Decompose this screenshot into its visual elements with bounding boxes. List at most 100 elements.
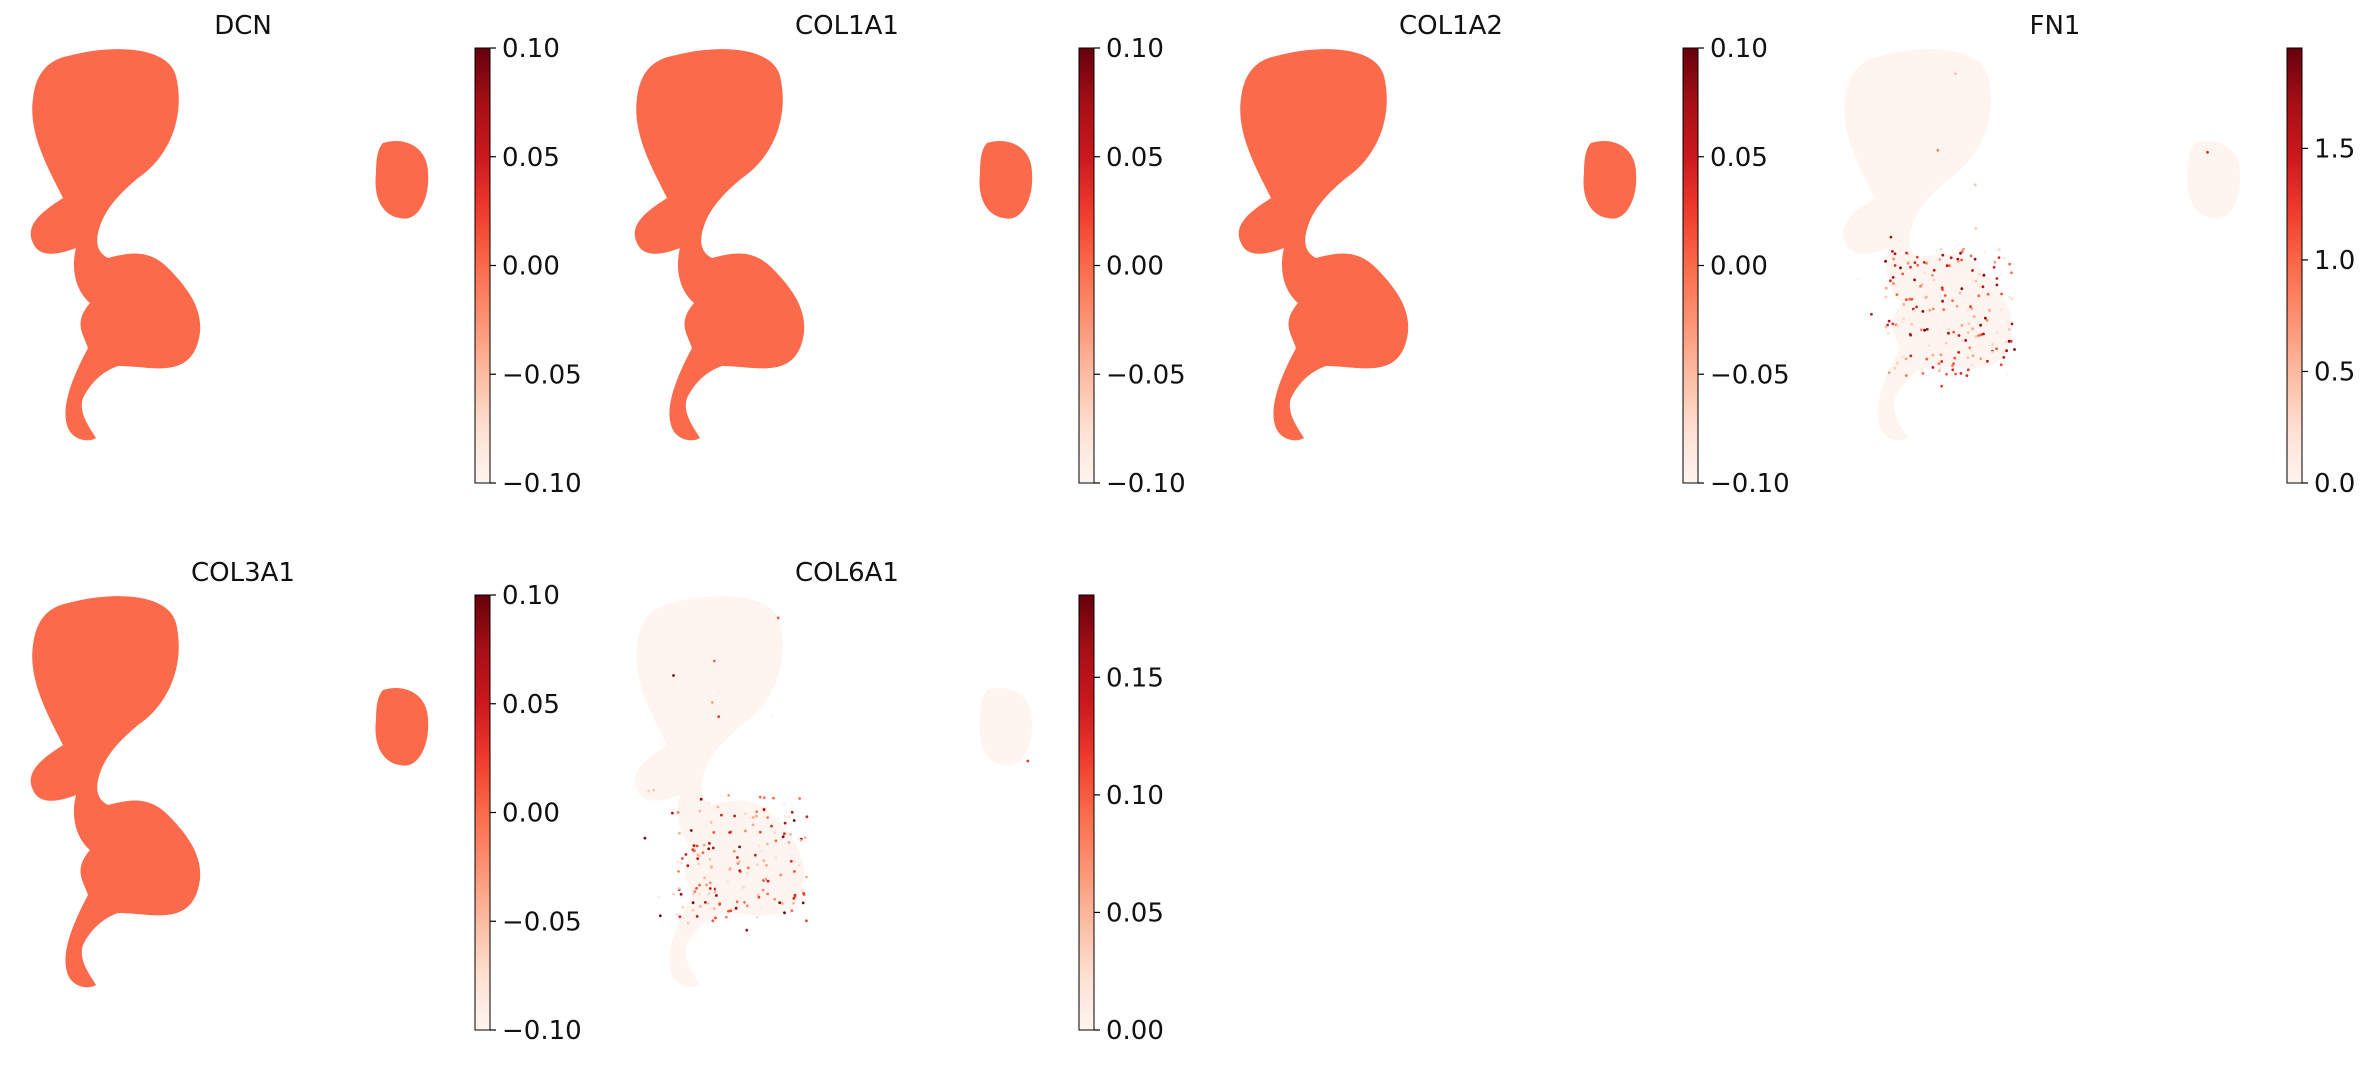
cell-point <box>733 814 736 818</box>
cell-point <box>720 807 723 811</box>
cell-point <box>1947 318 1951 322</box>
cell-point <box>1966 309 1970 312</box>
cell-point <box>762 825 766 829</box>
cell-point <box>699 904 702 908</box>
cell-point <box>783 911 786 915</box>
colorbar-tick-label: 0.10 <box>1106 34 1164 64</box>
cell-point <box>1986 359 1989 363</box>
cell-point <box>1913 347 1917 350</box>
cell-point <box>672 892 675 896</box>
cell-point <box>1975 334 1978 338</box>
cell-point <box>1909 354 1913 358</box>
cell-point <box>772 796 775 800</box>
cell-point <box>1901 272 1905 276</box>
cell-point <box>1923 328 1926 332</box>
cell-point <box>792 819 796 822</box>
cell-point <box>1940 360 1944 363</box>
cell-point <box>712 907 716 910</box>
cell-point <box>2000 292 2003 296</box>
cell-point <box>723 802 727 806</box>
cell-point <box>679 892 683 896</box>
cell-point <box>774 856 778 860</box>
cell-point <box>1995 347 1998 351</box>
cell-point <box>746 866 750 870</box>
cell-point <box>1884 259 1887 263</box>
cell-point <box>1922 261 1926 264</box>
cell-point <box>679 861 683 865</box>
cell-point <box>1951 364 1954 368</box>
cell-point <box>1887 319 1891 323</box>
cell-point <box>2010 271 2013 275</box>
cell-points <box>634 596 1033 988</box>
cell-point <box>753 853 757 857</box>
cell-point <box>1895 293 1899 296</box>
cell-point <box>711 846 715 850</box>
cell-point <box>1902 354 1905 358</box>
colorbar-tick-label: 0.05 <box>1710 143 1768 173</box>
cell-point <box>1998 272 2002 276</box>
cell-point <box>1974 279 1978 283</box>
cell-point <box>771 901 774 904</box>
cell-point <box>798 797 801 800</box>
cell-point <box>770 714 774 718</box>
cell-point <box>708 801 711 804</box>
cell-point <box>724 915 728 919</box>
cell-point <box>1971 354 1975 357</box>
cell-point <box>1965 374 1969 377</box>
cell-point <box>744 829 747 833</box>
cell-point <box>1947 327 1951 331</box>
cell-point <box>789 859 793 863</box>
cell-point <box>2010 322 2014 326</box>
cell-point <box>755 863 759 866</box>
cell-points <box>1238 49 1637 441</box>
cell-point <box>1969 305 1972 308</box>
cell-point <box>1973 257 1977 261</box>
cell-point <box>1960 250 1964 253</box>
cell-point <box>1962 247 1965 251</box>
cell-point <box>1999 308 2003 312</box>
cell-point <box>697 862 700 866</box>
cell-point <box>1892 257 1895 261</box>
cell-point <box>762 859 766 863</box>
cell-point <box>1936 148 1940 152</box>
colorbar-gradient <box>1078 594 1095 1031</box>
cell-point <box>693 890 697 893</box>
colorbar-tick-label: 0.00 <box>1106 1016 1164 1046</box>
cell-point <box>671 811 674 815</box>
cell-point <box>805 875 808 879</box>
cell-point <box>715 894 718 897</box>
colorbar-tick-label: 0.10 <box>1106 781 1164 811</box>
cell-point <box>1947 331 1950 335</box>
cell-point <box>1911 341 1914 345</box>
cell-point <box>733 830 737 833</box>
cell-point <box>1973 183 1977 187</box>
cell-point <box>709 865 713 868</box>
cell-point <box>766 816 769 819</box>
cell-point <box>2002 256 2006 260</box>
cell-point <box>677 870 680 873</box>
cell-point <box>701 851 705 855</box>
cell-point <box>1957 334 1961 337</box>
cell-point <box>703 909 707 912</box>
cell-point <box>1884 286 1888 290</box>
cell-point <box>799 838 803 842</box>
cell-point <box>1908 332 1912 336</box>
panel-col3a1: COL3A1 −0.10 −0.05 0.00 0.05 0.10 <box>30 558 582 1046</box>
cell-point <box>1904 298 1908 302</box>
cell-point <box>792 902 795 905</box>
colorbar-gradient <box>1078 47 1095 484</box>
colorbar: −0.10 −0.05 0.00 0.05 0.10 <box>1682 34 1790 499</box>
colorbar-tick-label: 0.00 <box>502 799 560 829</box>
cell-point <box>1919 328 1923 332</box>
cell-point <box>1923 271 1927 274</box>
cell-point <box>729 909 733 913</box>
cell-point <box>1958 291 1962 295</box>
cell-point <box>1993 341 1996 344</box>
panel-title: COL1A2 <box>1399 11 1503 41</box>
cell-point <box>684 853 688 856</box>
cell-point <box>686 801 690 804</box>
cell-point <box>1927 255 1931 259</box>
cell-point <box>1896 324 1900 328</box>
cell-point <box>698 892 701 896</box>
cell-point <box>800 888 804 892</box>
